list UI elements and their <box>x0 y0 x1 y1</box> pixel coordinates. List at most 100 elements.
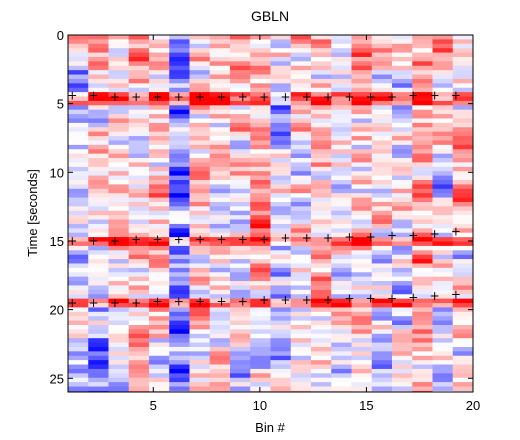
heatmap-cell <box>108 188 130 194</box>
heatmap-cell <box>331 263 352 269</box>
event-marker: + <box>366 292 376 306</box>
heatmap-cell <box>128 78 150 84</box>
heatmap-cell <box>392 346 413 352</box>
heatmap-cell <box>149 61 170 67</box>
heatmap-cell <box>290 250 312 256</box>
heatmap-cell <box>432 96 454 102</box>
heatmap-cell <box>189 43 211 49</box>
heatmap-cell <box>392 166 413 172</box>
heatmap-cell <box>392 355 413 361</box>
heatmap-cell <box>149 171 170 176</box>
event-marker: + <box>280 90 290 104</box>
heatmap-cell <box>311 294 332 300</box>
heatmap-cell <box>432 206 454 212</box>
heatmap-cell <box>189 237 211 242</box>
heatmap-cell <box>392 35 413 40</box>
heatmap-cell <box>189 52 211 58</box>
heatmap-cell <box>311 276 332 282</box>
heatmap-cell <box>189 105 211 111</box>
heatmap-cell <box>270 346 292 352</box>
heatmap-cell <box>371 386 393 392</box>
heatmap-cell <box>351 162 373 168</box>
heatmap-cell <box>128 294 150 300</box>
event-marker: + <box>366 230 376 244</box>
heatmap-cell <box>169 377 190 383</box>
heatmap-cell <box>290 364 312 370</box>
heatmap-cell <box>432 276 454 282</box>
heatmap-cell <box>412 78 433 84</box>
heatmap-cell <box>108 61 130 67</box>
heatmap-cell <box>149 281 170 286</box>
heatmap-cell <box>371 311 393 317</box>
heatmap-cell <box>189 188 211 194</box>
heatmap-cell <box>432 39 454 45</box>
heatmap-cell <box>290 307 312 313</box>
heatmap-cell <box>189 210 211 216</box>
heatmap-cell <box>88 100 109 106</box>
heatmap-cell <box>108 114 130 119</box>
heatmap-cell <box>351 237 373 242</box>
heatmap-cell <box>311 158 332 163</box>
heatmap-cell <box>149 149 170 155</box>
heatmap-cell <box>230 153 251 159</box>
heatmap-cell <box>209 245 231 251</box>
heatmap-cell <box>412 61 433 67</box>
heatmap-cell <box>230 65 251 71</box>
heatmap-cell <box>371 100 393 106</box>
heatmap-cell <box>392 215 413 220</box>
heatmap-cell <box>311 35 332 40</box>
heatmap-cell <box>209 377 231 383</box>
heatmap-cell <box>149 267 170 273</box>
heatmap-cell <box>270 303 292 308</box>
heatmap-cell <box>68 215 89 220</box>
heatmap-cell <box>392 184 413 190</box>
heatmap-cell <box>250 136 271 141</box>
heatmap-cell <box>392 232 413 238</box>
heatmap-cell <box>250 35 271 40</box>
heatmap-cell <box>108 35 130 40</box>
event-marker: + <box>408 88 418 102</box>
heatmap-cell <box>169 149 190 155</box>
heatmap-cell <box>230 193 251 198</box>
event-marker: + <box>259 293 269 307</box>
heatmap-cell <box>432 188 454 194</box>
heatmap-cell <box>311 329 332 335</box>
heatmap-cell <box>412 289 433 295</box>
heatmap-cell <box>250 201 271 207</box>
heatmap-cell <box>88 127 109 133</box>
heatmap-cell <box>149 48 170 53</box>
heatmap-cell <box>371 197 393 203</box>
heatmap-cell <box>169 48 190 53</box>
heatmap-cell <box>169 83 190 89</box>
heatmap-cell <box>189 136 211 141</box>
heatmap-cell <box>452 118 474 124</box>
heatmap-cell <box>108 180 130 185</box>
heatmap-cell <box>392 201 413 207</box>
heatmap-cell <box>371 52 393 58</box>
heatmap-cell <box>128 149 150 155</box>
heatmap-cell <box>331 360 352 365</box>
heatmap-cell <box>270 39 292 45</box>
heatmap-cell <box>311 316 332 321</box>
heatmap-cell <box>230 184 251 190</box>
heatmap-cell <box>68 149 89 155</box>
event-marker: + <box>366 90 376 104</box>
heatmap-cell <box>68 52 89 58</box>
heatmap-cell <box>68 153 89 159</box>
heatmap-cell <box>149 241 170 247</box>
heatmap-cell <box>412 122 433 128</box>
heatmap-cell <box>250 223 271 229</box>
heatmap-cell <box>270 83 292 89</box>
event-marker: + <box>302 231 312 245</box>
heatmap-cell <box>331 386 352 392</box>
heatmap-cell <box>169 298 190 304</box>
heatmap-cell <box>311 39 332 45</box>
heatmap-cell <box>149 355 170 361</box>
heatmap-cell <box>230 245 251 251</box>
heatmap-cell <box>412 105 433 111</box>
heatmap-cell <box>452 215 474 220</box>
heatmap-cell <box>149 298 170 304</box>
heatmap-cell <box>412 184 433 190</box>
heatmap-cell <box>189 162 211 168</box>
heatmap-cell <box>169 180 190 185</box>
